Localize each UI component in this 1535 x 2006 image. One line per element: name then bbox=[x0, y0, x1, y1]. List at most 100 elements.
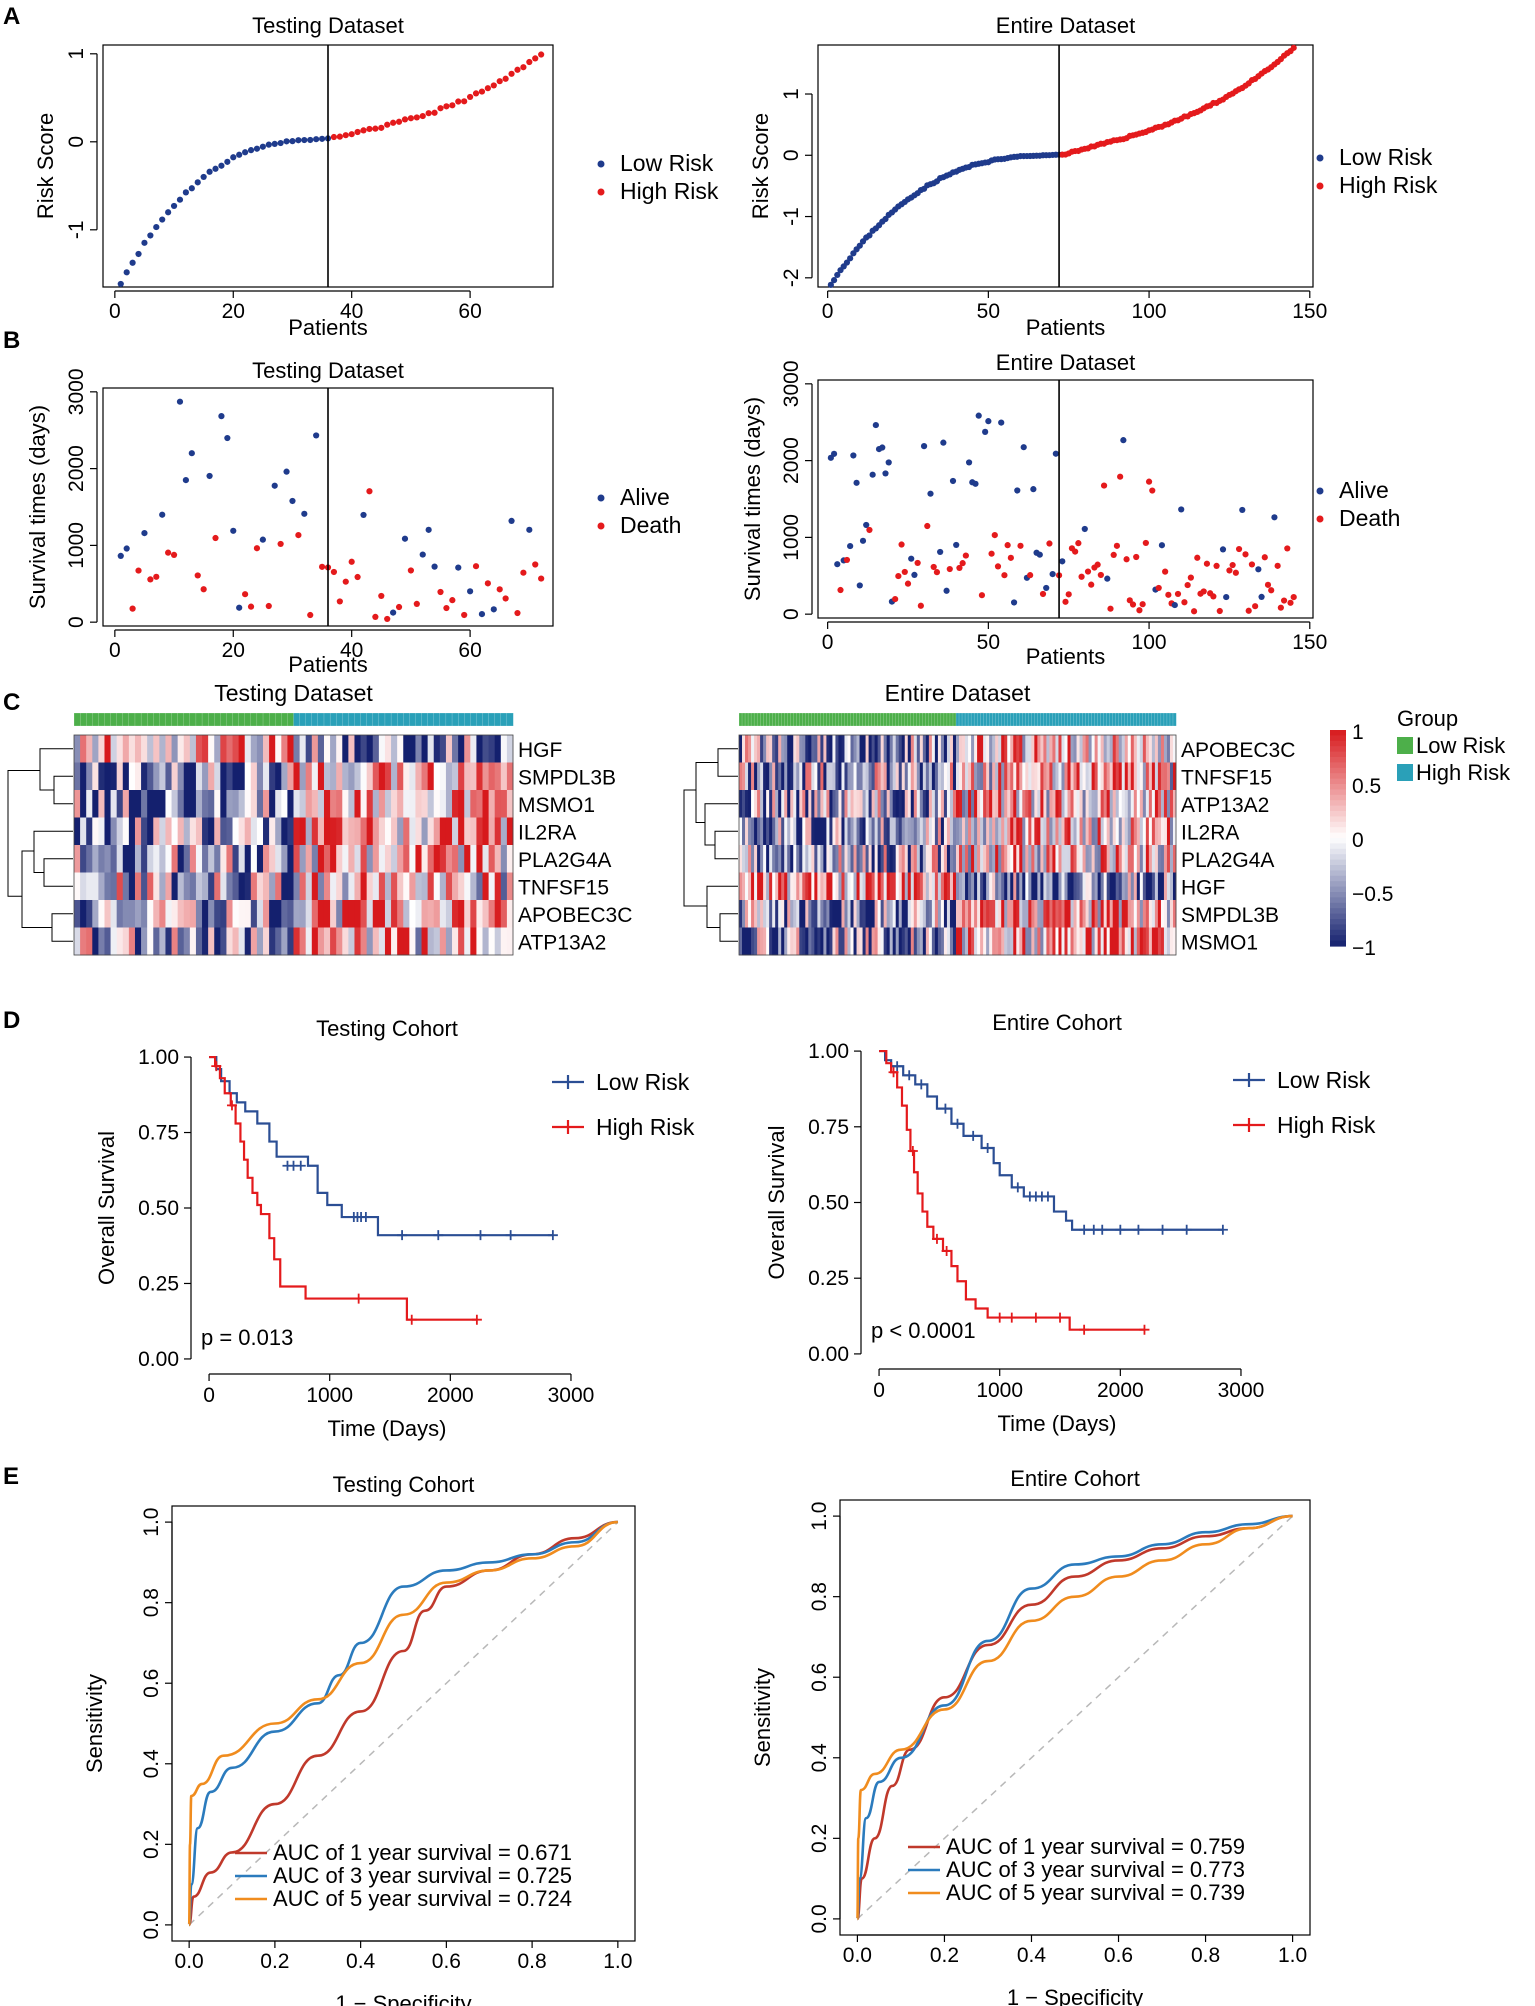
heatmap-cell bbox=[366, 872, 374, 901]
heatmap-cell bbox=[348, 845, 355, 873]
heatmap-cell bbox=[919, 845, 924, 873]
heatmap-cell bbox=[934, 872, 939, 901]
heatmap-cell bbox=[814, 900, 818, 928]
heatmap-cell bbox=[871, 817, 876, 846]
survival-point bbox=[1268, 587, 1275, 594]
heatmap-cell bbox=[1145, 762, 1150, 791]
heatmap-cell bbox=[311, 900, 319, 928]
heatmap-cell bbox=[766, 872, 770, 901]
heatmap-cell bbox=[910, 762, 915, 791]
heatmap-row-label: HGF bbox=[1181, 876, 1225, 899]
survival-point bbox=[1213, 562, 1220, 570]
heatmap-cell bbox=[811, 735, 815, 763]
group-bar-cell bbox=[1052, 712, 1056, 727]
heatmap-cell bbox=[1145, 900, 1150, 928]
heatmap-cell bbox=[763, 817, 767, 846]
heatmap-cell bbox=[817, 900, 821, 928]
heatmap-cell bbox=[1025, 872, 1029, 901]
group-bar-cell bbox=[110, 712, 118, 727]
heatmap-cell bbox=[922, 735, 927, 763]
heatmap-cell bbox=[817, 735, 821, 763]
heatmap-cell bbox=[269, 845, 276, 873]
heatmap-cell bbox=[1079, 927, 1083, 956]
heatmap-cell bbox=[826, 790, 830, 818]
heatmap-cell bbox=[748, 735, 752, 763]
risk-point bbox=[502, 75, 509, 82]
survival-point bbox=[532, 561, 539, 568]
heatmap-cell bbox=[348, 790, 355, 818]
group-bar-cell bbox=[439, 712, 447, 727]
heatmap-cell bbox=[1124, 762, 1129, 791]
group-bar-cell bbox=[835, 712, 839, 727]
heatmap-cell bbox=[116, 845, 124, 873]
survival-point bbox=[885, 459, 892, 466]
survival-point bbox=[1287, 599, 1294, 606]
risk-point bbox=[147, 232, 154, 239]
dendrogram-branch bbox=[33, 830, 73, 873]
censor-mark bbox=[547, 1230, 558, 1241]
heatmap-cell bbox=[1109, 762, 1114, 791]
heatmap-cell bbox=[208, 872, 215, 901]
heatmap-cell bbox=[790, 790, 794, 818]
heatmap-cell bbox=[409, 762, 416, 791]
heatmap-cell bbox=[829, 790, 833, 818]
colorbar-tick-label: −1 bbox=[1352, 937, 1376, 960]
heatmap-cell bbox=[820, 735, 824, 763]
heatmap-cell bbox=[784, 735, 788, 763]
heatmap-cell bbox=[772, 845, 776, 873]
x-tick-label: 20 bbox=[222, 639, 245, 662]
y-tick-label: 0.8 bbox=[140, 1588, 163, 1617]
heatmap-cell bbox=[1103, 762, 1108, 791]
survival-point bbox=[117, 552, 124, 559]
heatmap-cell bbox=[1148, 817, 1153, 846]
group-bar-cell bbox=[98, 712, 105, 727]
heatmap-cell bbox=[901, 900, 906, 928]
legend-marker bbox=[597, 188, 605, 196]
heatmap-cell bbox=[1049, 927, 1053, 956]
heatmap-cell bbox=[421, 735, 429, 763]
group-bar-cell bbox=[961, 712, 966, 727]
survival-point bbox=[937, 548, 944, 556]
heatmap-cell bbox=[287, 900, 294, 928]
heatmap-cell bbox=[214, 927, 221, 956]
heatmap-cell bbox=[433, 845, 441, 873]
heatmap-cell bbox=[1124, 845, 1129, 873]
heatmap-cell bbox=[1103, 790, 1108, 818]
heatmap-cell bbox=[977, 872, 981, 901]
colorbar-segment bbox=[1330, 773, 1346, 780]
heatmap-cell bbox=[1112, 872, 1117, 901]
survival-point bbox=[847, 542, 854, 550]
heatmap-cell bbox=[1007, 735, 1011, 763]
heatmap-cell bbox=[913, 735, 918, 763]
survival-point bbox=[1284, 545, 1291, 552]
heatmap-cell bbox=[823, 762, 827, 791]
heatmap-cell bbox=[464, 735, 471, 763]
group-bar-cell bbox=[79, 712, 87, 727]
heatmap-cell bbox=[104, 927, 111, 956]
heatmap-cell bbox=[817, 872, 821, 901]
colorbar-segment bbox=[1330, 827, 1346, 834]
heatmap-cell bbox=[928, 762, 933, 791]
heatmap-cell bbox=[877, 900, 882, 928]
heatmap-cell bbox=[1073, 817, 1077, 846]
heatmap-cell bbox=[847, 845, 851, 873]
heatmap-cell bbox=[336, 762, 343, 791]
heatmap-cell bbox=[1127, 762, 1132, 791]
heatmap-cell bbox=[330, 790, 337, 818]
heatmap-cell bbox=[1160, 845, 1165, 873]
heatmap-cell bbox=[946, 900, 951, 928]
heatmap-cell bbox=[952, 735, 957, 763]
dendrogram-branch bbox=[704, 803, 738, 846]
heatmap-cell bbox=[1109, 872, 1114, 901]
heatmap-cell bbox=[372, 817, 380, 846]
heatmap-cell bbox=[1079, 735, 1083, 763]
heatmap-cell bbox=[943, 872, 948, 901]
heatmap-cell bbox=[968, 817, 972, 846]
risk-point bbox=[342, 132, 349, 139]
heatmap-cell bbox=[433, 817, 441, 846]
plot-frame bbox=[817, 44, 1314, 288]
heatmap-cell bbox=[202, 900, 209, 928]
survival-point bbox=[1149, 487, 1156, 494]
heatmap-cell bbox=[1157, 927, 1162, 956]
